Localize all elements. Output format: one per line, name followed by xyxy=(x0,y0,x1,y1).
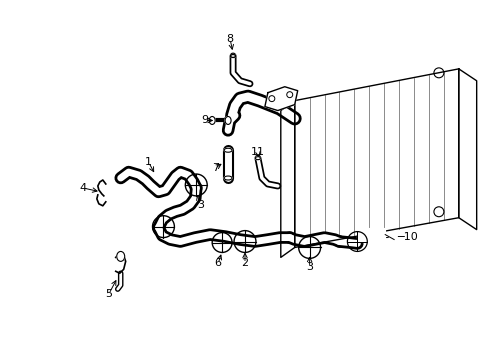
Text: 4: 4 xyxy=(79,183,86,193)
Ellipse shape xyxy=(255,157,260,159)
Text: 8: 8 xyxy=(226,34,233,44)
Ellipse shape xyxy=(224,117,231,125)
Text: 3: 3 xyxy=(305,262,312,272)
Text: 11: 11 xyxy=(250,147,264,157)
Text: 3: 3 xyxy=(196,200,203,210)
Ellipse shape xyxy=(117,251,124,261)
Text: 6: 6 xyxy=(214,258,221,268)
Ellipse shape xyxy=(224,148,232,152)
Text: 9: 9 xyxy=(201,116,208,126)
Ellipse shape xyxy=(209,117,215,125)
Text: 1: 1 xyxy=(145,157,152,167)
Text: 2: 2 xyxy=(241,258,248,268)
Text: 7: 7 xyxy=(211,163,218,173)
Text: 5: 5 xyxy=(105,289,112,299)
Polygon shape xyxy=(264,87,297,111)
Ellipse shape xyxy=(224,176,232,180)
Bar xyxy=(357,228,385,242)
Text: ─10: ─10 xyxy=(396,231,417,242)
Ellipse shape xyxy=(230,54,235,58)
